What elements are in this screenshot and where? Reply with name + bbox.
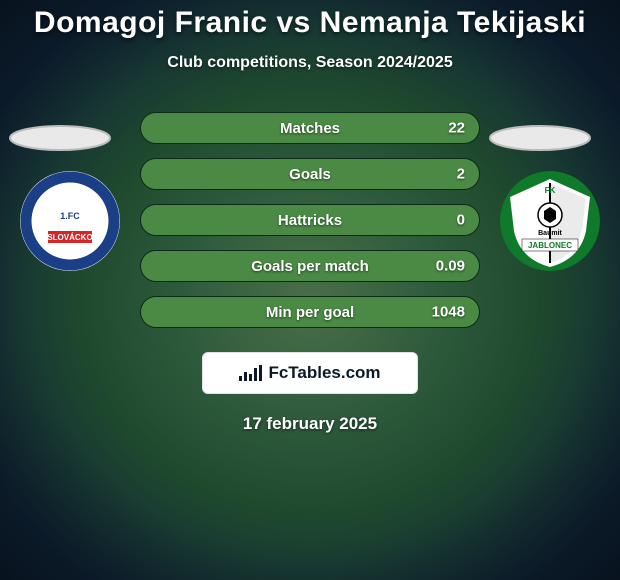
comparison-card: Domagoj Franic vs Nemanja Tekijaski Club… [0,0,620,580]
stats-table: Matches 22 Goals 2 Hattricks 0 Goals per match… [140,112,480,328]
stat-label: Min per goal [266,304,354,321]
stat-row: Hattricks 0 [140,204,480,236]
stat-row: Min per goal 1048 [140,296,480,328]
club-badge-right: FK Baumit JABLONEC [500,171,600,271]
page-subtitle: Club competitions, Season 2024/2025 [167,54,452,72]
footer-date: 17 february 2025 [243,414,377,434]
svg-text:1.FC: 1.FC [60,211,80,221]
branding-text: FcTables.com [268,363,380,383]
player-right-marker [488,124,592,152]
stat-label: Goals per match [251,258,369,275]
svg-text:SLOVÁCKO: SLOVÁCKO [47,233,92,242]
stat-value: 22 [448,120,465,137]
bar-chart-icon [239,365,262,381]
page-title: Domagoj Franic vs Nemanja Tekijaski [34,6,586,40]
player-left-marker [8,124,112,152]
stat-label: Matches [280,120,340,137]
stat-row: Goals per match 0.09 [140,250,480,282]
stat-label: Hattricks [278,212,342,229]
stat-label: Goals [289,166,331,183]
svg-text:Baumit: Baumit [538,230,562,237]
branding-box: FcTables.com [202,352,418,394]
club-badge-left: FOTBALOVÝ KLUB 1.FC SLOVÁCKO [20,171,120,271]
stat-value: 1048 [432,304,465,321]
stat-value: 0.09 [436,258,465,275]
svg-text:JABLONEC: JABLONEC [528,241,572,250]
stat-row: Matches 22 [140,112,480,144]
stat-value: 2 [457,166,465,183]
svg-text:FK: FK [545,186,556,195]
stat-row: Goals 2 [140,158,480,190]
stat-value: 0 [457,212,465,229]
